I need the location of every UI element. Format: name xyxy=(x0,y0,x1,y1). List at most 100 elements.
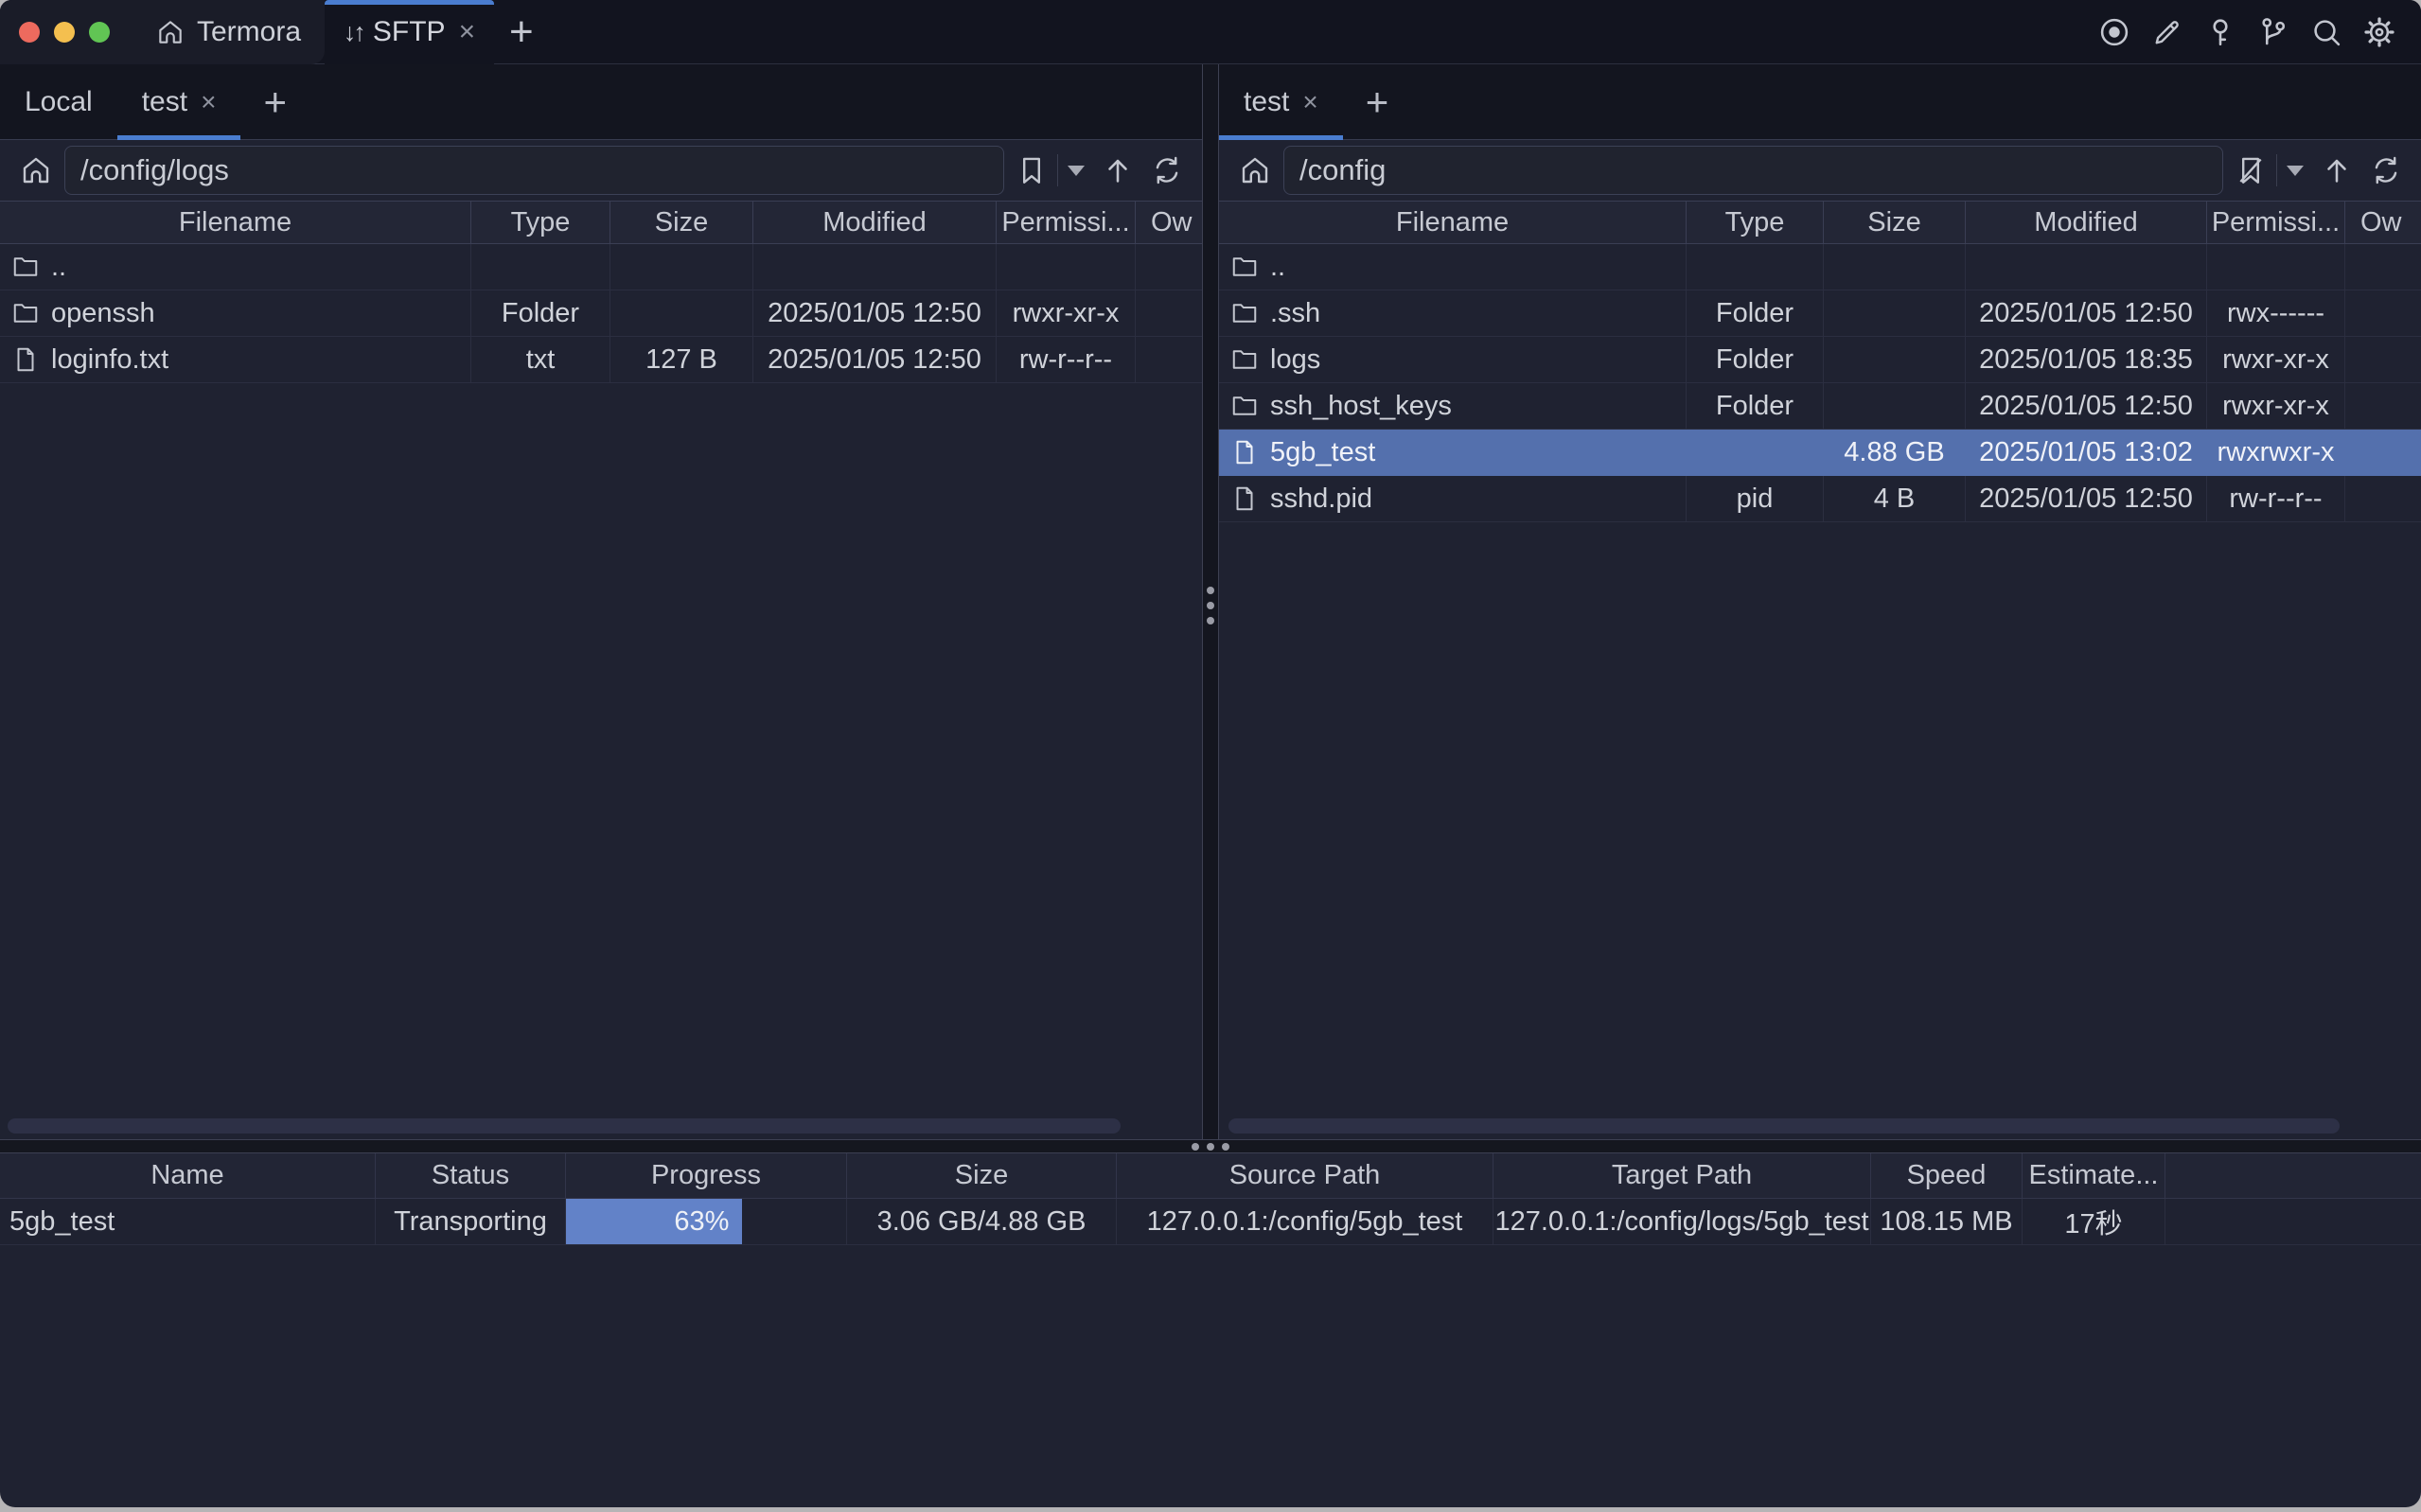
key-icon[interactable] xyxy=(2203,15,2237,49)
right-path-input[interactable] xyxy=(1283,146,2223,195)
column-header-type[interactable]: Type xyxy=(1687,202,1824,243)
left-path-actions xyxy=(1016,154,1183,186)
column-header-estimate[interactable]: Estimate... xyxy=(2023,1153,2165,1198)
column-header-size[interactable]: Size xyxy=(1824,202,1966,243)
new-window-tab-button[interactable]: + xyxy=(509,9,534,55)
column-header-spacer xyxy=(2165,1153,2421,1198)
record-icon[interactable] xyxy=(2097,15,2131,49)
right-tabstrip: test × + xyxy=(1219,64,2421,140)
home-icon[interactable] xyxy=(19,153,53,187)
transfer-target-path: 127.0.0.1:/config/logs/5gb_test xyxy=(1493,1199,1871,1244)
bookmark-slash-icon[interactable] xyxy=(2235,154,2267,186)
file-owner xyxy=(2345,337,2421,382)
left-tab-test[interactable]: test × xyxy=(116,64,241,140)
column-header-modified[interactable]: Modified xyxy=(753,202,997,243)
tab-sftp[interactable]: ↓↑ SFTP × xyxy=(325,0,494,64)
file-name: sshd.pid xyxy=(1270,483,1373,514)
transfer-progress-bar: 63% xyxy=(566,1199,847,1244)
table-row[interactable]: .. xyxy=(1219,244,2421,290)
right-tab-test[interactable]: test × xyxy=(1219,64,1343,140)
up-directory-icon[interactable] xyxy=(2321,154,2353,186)
column-header-speed[interactable]: Speed xyxy=(1871,1153,2023,1198)
chevron-down-icon[interactable] xyxy=(1068,165,1085,176)
file-owner xyxy=(1136,290,1202,336)
transfer-name: 5gb_test xyxy=(0,1199,376,1244)
left-add-tab-button[interactable]: + xyxy=(263,79,287,124)
close-icon[interactable]: × xyxy=(458,16,476,47)
column-header-source-path[interactable]: Source Path xyxy=(1117,1153,1493,1198)
pane-splitter[interactable] xyxy=(1202,64,1219,1139)
transfer-row[interactable]: 5gb_test Transporting 63% 3.06 GB/4.88 G… xyxy=(0,1199,2421,1245)
column-header-permissions[interactable]: Permissi... xyxy=(2207,202,2345,243)
zoom-window-button[interactable] xyxy=(89,22,110,43)
refresh-icon[interactable] xyxy=(1151,154,1183,186)
column-header-owner[interactable]: Ow xyxy=(2360,206,2402,237)
search-icon[interactable] xyxy=(2309,15,2343,49)
file-size: 127 B xyxy=(610,337,753,382)
table-row[interactable]: openssh Folder 2025/01/05 12:50 rwxr-xr-… xyxy=(0,290,1202,337)
file-permissions: rwxr-xr-x xyxy=(997,290,1136,336)
traffic-lights xyxy=(19,22,110,43)
column-header-name[interactable]: Name xyxy=(0,1153,376,1198)
horizontal-scrollbar[interactable] xyxy=(8,1118,1121,1134)
file-type: Folder xyxy=(471,290,610,336)
file-owner xyxy=(2345,476,2421,521)
column-header-filename[interactable]: Filename xyxy=(1219,202,1687,243)
home-icon[interactable] xyxy=(1238,153,1272,187)
file-permissions: rwxrwxr-x xyxy=(2217,436,2335,467)
folder-icon xyxy=(11,253,40,281)
transfer-source-path: 127.0.0.1:/config/5gb_test xyxy=(1117,1199,1493,1244)
progress-fill: 63% xyxy=(566,1199,743,1244)
table-row[interactable]: sshd.pid pid 4 B 2025/01/05 12:50 rw-r--… xyxy=(1219,476,2421,522)
transfer-estimate: 17秒 xyxy=(2023,1199,2165,1244)
file-size: 4.88 GB xyxy=(1844,436,1945,467)
column-header-size[interactable]: Size xyxy=(847,1153,1117,1198)
branch-icon[interactable] xyxy=(2256,15,2290,49)
file-name: loginfo.txt xyxy=(51,343,169,375)
gear-icon[interactable] xyxy=(2362,15,2396,49)
refresh-icon[interactable] xyxy=(2370,154,2402,186)
file-size xyxy=(610,244,753,290)
divider xyxy=(1057,154,1058,186)
edit-icon[interactable] xyxy=(2150,15,2184,49)
table-row[interactable]: logs Folder 2025/01/05 18:35 rwxr-xr-x xyxy=(1219,337,2421,383)
file-modified: 2025/01/05 12:50 xyxy=(1966,383,2207,429)
up-directory-icon[interactable] xyxy=(1102,154,1134,186)
table-row[interactable]: loginfo.txt txt 127 B 2025/01/05 12:50 r… xyxy=(0,337,1202,383)
right-add-tab-button[interactable]: + xyxy=(1365,79,1389,124)
column-header-size[interactable]: Size xyxy=(610,202,753,243)
chevron-down-icon[interactable] xyxy=(2287,165,2304,176)
column-header-filename[interactable]: Filename xyxy=(0,202,471,243)
table-row[interactable]: .. xyxy=(0,244,1202,290)
column-header-owner[interactable]: Ow xyxy=(1151,206,1193,237)
titlebar-left: Termora xyxy=(0,0,325,64)
file-size xyxy=(1824,337,1966,382)
column-header-progress[interactable]: Progress xyxy=(566,1153,847,1198)
close-window-button[interactable] xyxy=(19,22,40,43)
column-header-target-path[interactable]: Target Path xyxy=(1493,1153,1871,1198)
tab-termora[interactable]: Termora xyxy=(155,16,301,48)
file-type: Folder xyxy=(1687,290,1824,336)
left-path-input[interactable] xyxy=(64,146,1004,195)
column-header-type[interactable]: Type xyxy=(471,202,610,243)
table-row[interactable]: .ssh Folder 2025/01/05 12:50 rwx------ xyxy=(1219,290,2421,337)
close-icon[interactable]: × xyxy=(1302,86,1318,116)
file-permissions xyxy=(997,244,1136,290)
file-owner xyxy=(1136,244,1202,290)
file-permissions xyxy=(2207,244,2345,290)
left-tab-local[interactable]: Local xyxy=(0,64,117,139)
minimize-window-button[interactable] xyxy=(54,22,75,43)
bookmark-icon[interactable] xyxy=(1016,154,1048,186)
file-name: .. xyxy=(1270,251,1286,282)
close-icon[interactable]: × xyxy=(201,86,217,116)
transfer-panel-splitter[interactable] xyxy=(0,1139,2421,1153)
file-name: openssh xyxy=(51,297,155,328)
column-header-modified[interactable]: Modified xyxy=(1966,202,2207,243)
horizontal-scrollbar[interactable] xyxy=(1228,1118,2340,1134)
left-pane: Local test × + xyxy=(0,64,1202,1139)
table-row[interactable]: ssh_host_keys Folder 2025/01/05 12:50 rw… xyxy=(1219,383,2421,430)
column-header-permissions[interactable]: Permissi... xyxy=(997,202,1136,243)
file-type xyxy=(1687,244,1824,290)
table-row-selected[interactable]: 5gb_test 4.88 GB 2025/01/05 13:02 rwxrwx… xyxy=(1219,430,2421,476)
column-header-status[interactable]: Status xyxy=(376,1153,566,1198)
